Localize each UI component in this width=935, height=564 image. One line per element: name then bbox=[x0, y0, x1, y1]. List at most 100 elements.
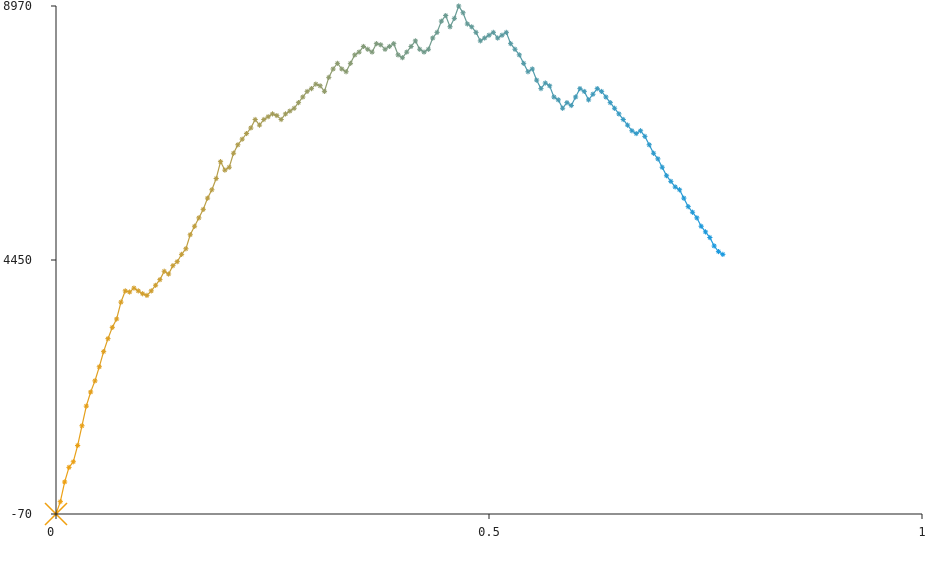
data-point-marker bbox=[118, 299, 124, 305]
data-point-marker bbox=[243, 130, 250, 137]
data-point-marker bbox=[581, 88, 587, 95]
series-segment bbox=[505, 32, 512, 44]
data-point-marker bbox=[417, 46, 423, 52]
data-point-marker bbox=[356, 49, 362, 55]
data-point-marker bbox=[334, 60, 341, 66]
data-point-marker bbox=[109, 324, 115, 331]
series-segment bbox=[445, 15, 451, 28]
data-point-marker bbox=[663, 173, 670, 179]
data-point-marker bbox=[555, 97, 561, 103]
series-segment bbox=[72, 445, 79, 462]
data-point-marker bbox=[495, 35, 501, 41]
data-point-marker bbox=[144, 292, 150, 299]
data-point-marker bbox=[707, 234, 713, 241]
data-point-marker bbox=[365, 46, 371, 52]
data-point-marker bbox=[187, 232, 193, 238]
data-point-marker bbox=[430, 35, 436, 41]
data-point-marker bbox=[603, 94, 609, 100]
series-segment bbox=[549, 85, 555, 98]
series-segment bbox=[462, 12, 468, 25]
series-segment bbox=[427, 37, 434, 50]
data-point-marker bbox=[213, 175, 219, 182]
data-point-marker bbox=[646, 142, 652, 148]
series-segment bbox=[531, 68, 538, 81]
data-point-marker bbox=[477, 38, 483, 44]
data-point-marker bbox=[373, 41, 380, 47]
data-point-marker bbox=[598, 88, 605, 95]
data-point-marker bbox=[720, 251, 726, 257]
series-segment bbox=[185, 234, 191, 249]
x-tick-label: 0.5 bbox=[478, 525, 500, 539]
data-point-marker bbox=[460, 10, 466, 16]
data-point-marker bbox=[715, 248, 722, 255]
data-point-marker bbox=[438, 18, 444, 24]
series-segment bbox=[81, 405, 87, 426]
data-point-marker bbox=[456, 3, 462, 9]
data-point-marker bbox=[594, 86, 600, 92]
data-point-marker bbox=[676, 187, 683, 193]
data-point-marker bbox=[295, 100, 302, 106]
data-point-marker bbox=[698, 223, 704, 229]
data-point-marker bbox=[642, 133, 648, 139]
data-point-marker bbox=[573, 94, 579, 100]
data-point-marker bbox=[616, 111, 622, 117]
data-point-marker bbox=[516, 52, 522, 58]
data-point-marker bbox=[248, 125, 254, 131]
data-point-marker bbox=[135, 288, 141, 294]
series-segment bbox=[323, 77, 330, 92]
data-point-marker bbox=[157, 277, 163, 283]
data-point-marker bbox=[659, 164, 665, 170]
data-point-marker bbox=[70, 459, 76, 465]
series-segment bbox=[116, 301, 122, 320]
data-point-marker bbox=[204, 195, 211, 201]
series-segment bbox=[393, 43, 399, 56]
data-point-marker bbox=[217, 159, 224, 165]
data-point-marker bbox=[75, 442, 81, 449]
series-segment bbox=[59, 481, 66, 502]
data-point-marker bbox=[577, 86, 583, 92]
y-tick-label: -70 bbox=[10, 507, 32, 521]
data-point-marker bbox=[127, 289, 133, 295]
data-point-marker bbox=[300, 94, 306, 100]
data-point-marker bbox=[170, 263, 176, 269]
data-point-marker bbox=[425, 46, 431, 52]
data-point-marker bbox=[122, 288, 128, 294]
series-segment bbox=[77, 425, 83, 446]
data-point-marker bbox=[230, 150, 237, 156]
data-point-marker bbox=[538, 86, 544, 92]
data-point-marker bbox=[339, 66, 345, 72]
data-point-marker bbox=[96, 364, 102, 370]
data-point-marker bbox=[633, 130, 639, 137]
data-point-marker bbox=[88, 389, 94, 395]
data-point-marker bbox=[395, 52, 401, 58]
data-point-marker bbox=[352, 52, 358, 58]
data-point-marker bbox=[611, 105, 618, 111]
series-segment bbox=[107, 327, 113, 339]
series-segment bbox=[228, 153, 235, 168]
data-point-marker bbox=[508, 41, 514, 47]
x-tick-label: 0 bbox=[47, 525, 54, 539]
data-point-marker bbox=[404, 49, 410, 55]
data-point-marker bbox=[200, 206, 206, 213]
data-point-marker bbox=[148, 288, 154, 294]
data-point-marker bbox=[482, 35, 488, 41]
data-point-marker bbox=[685, 204, 691, 210]
data-point-marker bbox=[451, 15, 457, 21]
data-point-marker bbox=[269, 111, 276, 117]
data-point-marker bbox=[317, 83, 323, 89]
data-point-marker bbox=[624, 122, 631, 128]
data-point-marker bbox=[83, 403, 89, 409]
series-segment bbox=[453, 5, 460, 19]
data-point-marker bbox=[542, 80, 548, 86]
data-point-marker bbox=[668, 178, 674, 184]
data-point-marker bbox=[343, 69, 349, 75]
x-tick-label: 1 bbox=[918, 525, 925, 539]
data-point-marker bbox=[655, 156, 661, 162]
data-point-marker bbox=[412, 38, 418, 44]
data-point-marker bbox=[287, 108, 293, 114]
data-point-marker bbox=[378, 42, 384, 48]
data-point-marker bbox=[560, 105, 566, 111]
data-point-marker bbox=[711, 243, 717, 249]
